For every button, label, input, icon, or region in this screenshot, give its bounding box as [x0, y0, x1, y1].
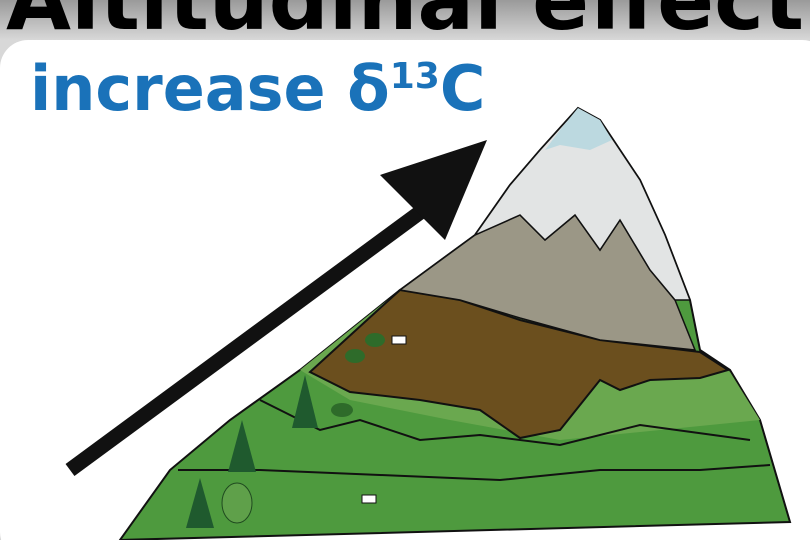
label-suffix: C	[439, 52, 486, 125]
tree	[228, 420, 256, 472]
tree	[292, 375, 318, 428]
label-text: increase δ	[30, 52, 390, 125]
contour	[259, 399, 751, 447]
tree	[221, 482, 253, 524]
increase-label: increase δ13C	[30, 58, 485, 120]
animal	[361, 494, 377, 504]
arrow-shaft	[65, 198, 435, 477]
label-superscript: 13	[389, 56, 440, 97]
contour	[178, 464, 771, 482]
snow	[472, 107, 692, 301]
slide-title: Altitudinal effect	[5, 0, 805, 49]
ice	[545, 108, 612, 150]
animal	[391, 335, 407, 345]
arrow-head	[380, 140, 487, 240]
shrub	[345, 349, 365, 363]
tree	[186, 478, 214, 528]
shrub	[365, 333, 385, 347]
shrub	[331, 403, 353, 417]
